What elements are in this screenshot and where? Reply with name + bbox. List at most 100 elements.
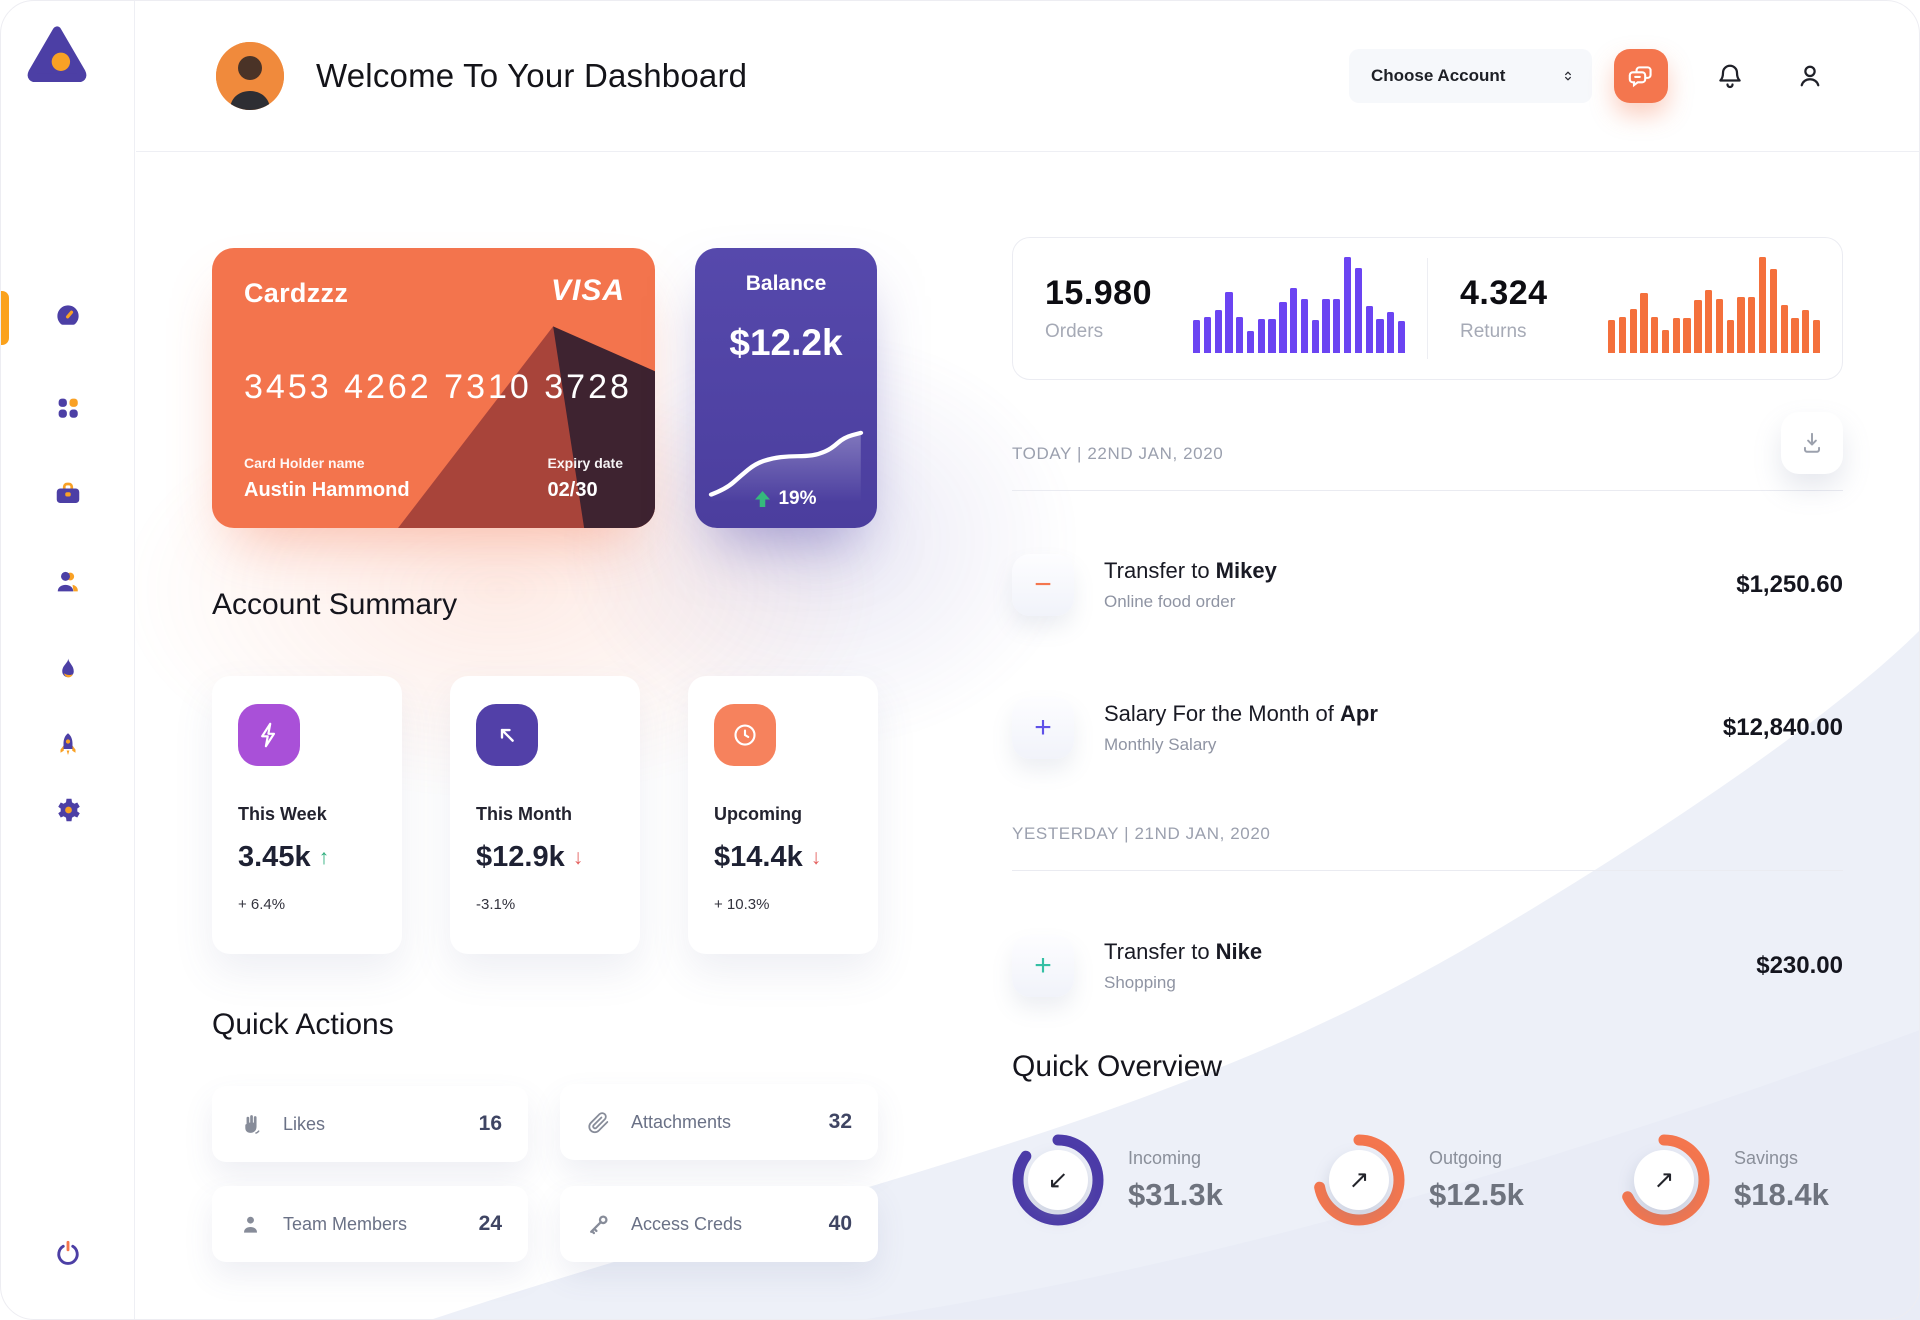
sidebar-item-activity[interactable] [0,648,135,692]
transaction-title: Transfer to Nike [1104,939,1263,964]
balance-card: Balance $12.2k 19% [695,248,877,528]
quick-action-count: 24 [478,1212,502,1235]
credit-card: Cardzzz VISA 3453 4262 7310 3728 Card Ho… [212,248,655,528]
chevron-updown-icon [1565,71,1571,80]
returns-bar-chart [1608,257,1821,353]
transaction-subtitle: Online food order [1104,592,1236,611]
overview-outgoing: ↗ Outgoing $12.5k [1313,1134,1524,1226]
transaction-row-mikey[interactable]: − Transfer to Mikey Online food order $1… [1012,549,1843,621]
incoming-donut-chart: ↙ [1012,1134,1104,1226]
summary-percent: -3.1% [476,896,516,913]
sidebar-item-dashboard[interactable] [0,294,135,338]
profile-button[interactable] [1790,56,1830,96]
divider [1012,870,1843,871]
quick-action-label: Attachments [631,1111,732,1132]
quick-action-likes[interactable]: Likes 16 [212,1086,528,1162]
card-name: Cardzzz [244,278,349,308]
orders-value: 15.980 [1045,274,1152,312]
overview-value: $31.3k [1128,1176,1223,1212]
balance-change: 19% [695,488,877,510]
key-icon [590,1214,608,1234]
speedometer-icon [56,305,79,325]
user-avatar[interactable] [216,41,284,110]
app-logo[interactable] [26,24,88,83]
visa-logo: VISA [550,274,625,307]
plus-icon: + [1012,697,1074,759]
lightning-icon [238,704,300,766]
account-select-label: Choose Account [1371,65,1506,85]
briefcase-icon [56,482,79,503]
today-date-label: TODAY | 22ND JAN, 2020 [1012,444,1224,463]
sidebar-item-launch[interactable] [0,723,135,767]
transaction-row-salary[interactable]: + Salary For the Month of Apr Monthly Sa… [1012,692,1843,764]
sidebar-item-settings[interactable] [0,788,135,832]
minus-icon: − [1012,554,1074,616]
quick-action-attachments[interactable]: Attachments 32 [560,1084,878,1160]
arrow-down-left-icon: ↙ [1047,1166,1069,1194]
balance-amount: $12.2k [729,322,843,363]
quick-action-count: 32 [828,1110,852,1133]
sidebar-item-apps[interactable] [0,386,135,430]
download-button[interactable] [1781,412,1843,474]
plus-icon: + [1012,935,1074,997]
overview-value: $12.5k [1429,1176,1524,1212]
quick-action-label: Likes [283,1113,326,1134]
balance-sparkline [707,416,865,502]
stats-divider [1427,258,1428,359]
account-select[interactable]: Choose Account [1349,48,1592,103]
notifications-button[interactable] [1710,56,1750,96]
overview-label: Outgoing [1429,1147,1503,1168]
arrow-up-icon [755,491,771,507]
sidebar-item-work[interactable] [0,472,135,516]
card-expiry-value: 02/30 [547,479,598,501]
summary-percent: + 10.3% [714,896,770,913]
quick-actions-title: Quick Actions [212,1008,394,1041]
transaction-amount: $12,840.00 [1722,714,1843,741]
overview-savings: ↗ Savings $18.4k [1618,1134,1829,1226]
quick-action-access-creds[interactable]: Access Creds 40 [560,1186,878,1262]
orders-bar-chart [1193,257,1406,353]
arrow-down-icon: ↓ [810,845,822,869]
summary-value: $14.4k [714,841,803,873]
sidebar-item-team[interactable] [0,560,135,604]
quick-action-team-members[interactable]: Team Members 24 [212,1186,528,1262]
summary-card-this-week: This Week 3.45k ↑ + 6.4% [212,676,402,954]
transaction-title: Salary For the Month of Apr [1104,701,1378,726]
summary-card-this-month: This Month $12.9k ↓ -3.1% [450,676,640,954]
clock-icon [714,704,776,766]
card-number: 3453 4262 7310 3728 [244,368,632,406]
overview-label: Incoming [1128,1147,1202,1168]
overview-value: $18.4k [1734,1176,1829,1212]
trend-up-left-icon [476,704,538,766]
chat-button[interactable] [1614,48,1668,103]
returns-value: 4.324 [1460,274,1548,312]
savings-donut-chart: ↗ [1618,1134,1710,1226]
quick-action-count: 16 [478,1112,502,1135]
summary-value: $12.9k [476,841,565,873]
power-icon [56,1240,79,1265]
bell-icon [1719,64,1741,88]
yesterday-date-label: YESTERDAY | 21ND JAN, 2020 [1012,824,1271,843]
returns-stat: 4.324 Returns [1428,238,1842,379]
orders-stat: 15.980 Orders [1013,238,1427,379]
sidebar-item-logout[interactable] [0,1232,135,1276]
card-holder-label: Card Holder name [244,455,365,471]
divider [1012,490,1843,491]
outgoing-donut-chart: ↗ [1313,1134,1405,1226]
topbar: Welcome To Your Dashboard Choose Account [136,0,1920,152]
overview-label: Savings [1734,1147,1799,1168]
quick-action-label: Access Creds [631,1213,743,1234]
card-holder-name: Austin Hammond [244,479,410,501]
summary-value: 3.45k [238,841,311,873]
stats-panel: 15.980 Orders 4.324 Returns [1012,237,1843,380]
hand-icon [245,1114,260,1134]
download-icon [1803,432,1821,453]
rocket-icon [60,733,75,755]
member-icon [244,1216,257,1233]
transaction-subtitle: Monthly Salary [1104,735,1217,754]
active-item-indicator [0,291,9,345]
summary-label: This Week [238,804,327,824]
arrow-down-icon: ↓ [572,845,584,869]
transaction-row-nike[interactable]: + Transfer to Nike Shopping $230.00 [1012,930,1843,1002]
orders-label: Orders [1045,321,1104,342]
